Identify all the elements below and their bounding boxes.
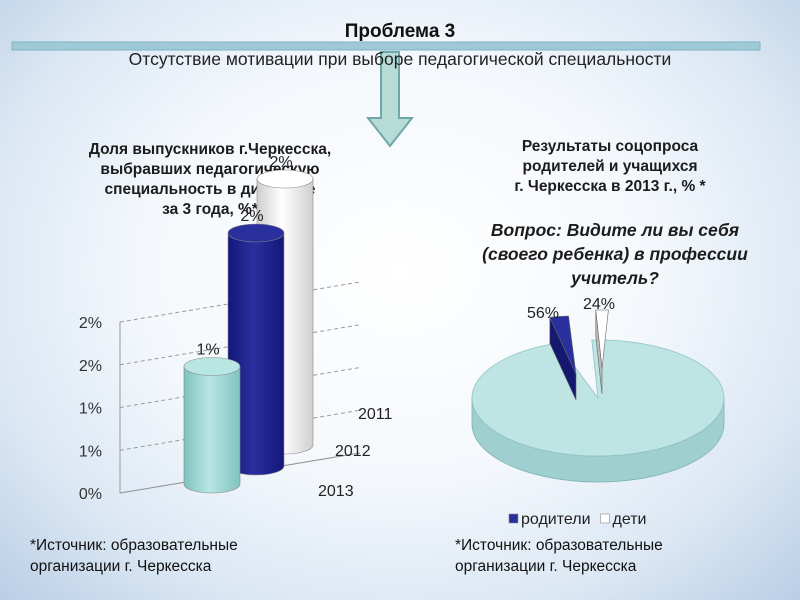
pie-chart-legend: родители дети [508,511,647,528]
category-label-2013: 2013 [318,483,354,500]
pie-label-родители: 56% [527,305,559,322]
page-subtitle: Отсутствие мотивации при выборе педагоги… [128,49,672,69]
header-accent-bar [11,41,761,51]
bar-chart-y-ticks: 0% 1% 1% 2% 2% [79,315,102,503]
category-label-2012: 2012 [335,443,371,460]
y-tick-label: 2% [79,358,102,375]
legend-swatch-дети [600,513,610,524]
pie-chart-body [471,309,725,483]
data-label-2011: 2% [269,154,292,171]
bar-2013 [183,357,241,494]
pie-slice-родители [549,315,577,401]
page-title: Проблема 3 [344,21,456,42]
survey-question: Вопрос: Видите ли вы себя (своего ребенк… [482,220,748,288]
pie-chart-title: Результаты соцопроса родителей и учащихс… [514,138,706,195]
right-source-note: *Источник: образовательные организации г… [455,537,663,575]
category-label-2011: 2011 [358,406,393,423]
y-tick-label: 1% [79,401,102,418]
bar-chart-bars [183,169,314,494]
data-label-2012: 2% [240,208,263,225]
legend-label-дети: дети [613,511,647,528]
y-tick-label: 2% [79,315,102,332]
y-tick-label: 1% [79,443,102,460]
pie-chart-labels: 56% 24% [527,296,615,322]
pie-label-дети: 24% [583,296,615,313]
down-arrow-icon [365,51,415,148]
pie-slice-дети [595,309,609,395]
pie-slice-other [471,339,725,457]
bar-chart-data-labels: 2% 2% 1% [196,154,292,359]
legend-label-родители: родители [521,511,591,528]
bar-chart-categories: 2013 2012 2011 [318,406,393,500]
y-tick-label: 0% [79,486,102,503]
left-source-note: *Источник: образовательные организации г… [30,537,238,575]
legend-swatch-родители [508,513,519,524]
data-label-2013: 1% [196,342,219,359]
